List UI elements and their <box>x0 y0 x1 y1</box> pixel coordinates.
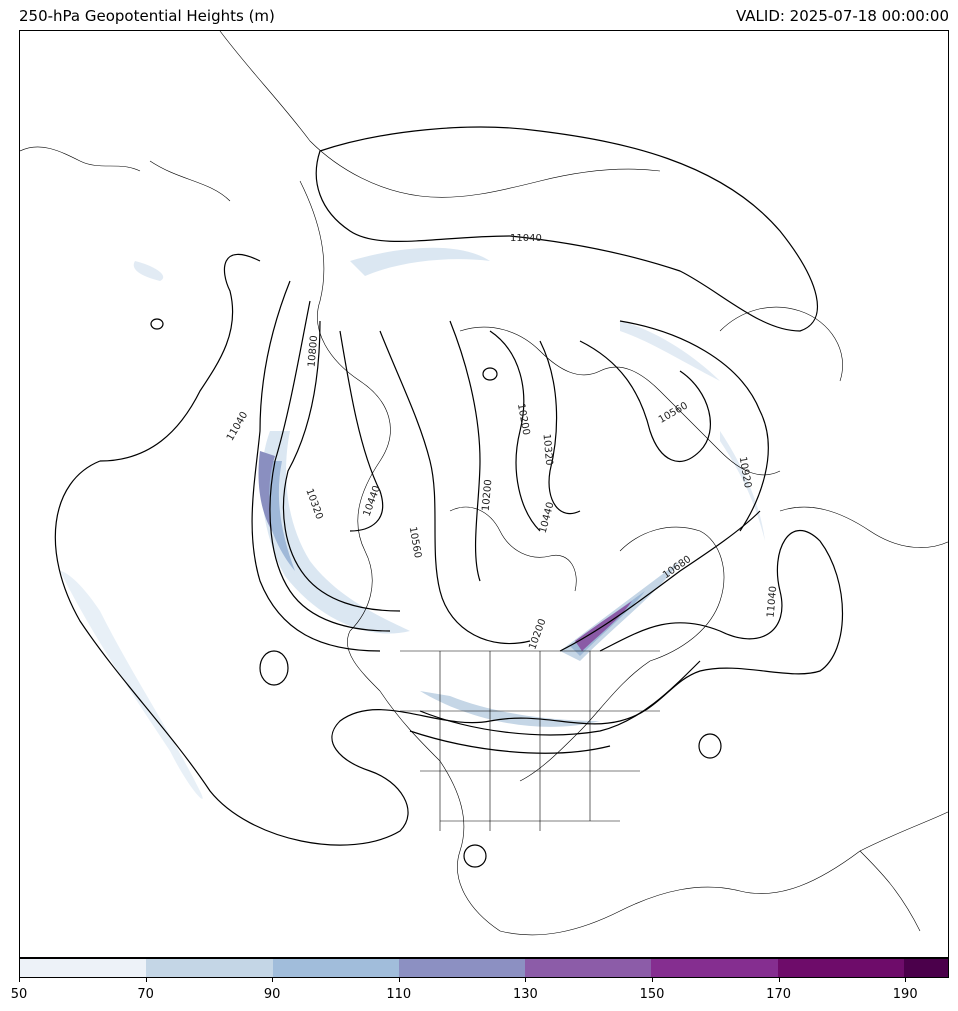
colorbar-tick-label: 70 <box>137 987 154 1002</box>
contour-label: 10200 <box>515 403 531 436</box>
colorbar-tick <box>905 978 907 982</box>
colorbar-tick <box>398 978 400 982</box>
colorbar-tick <box>19 978 20 982</box>
colorbar-tick <box>778 978 780 982</box>
contour-label: 10320 <box>303 487 324 521</box>
colorbar-tick-label: 150 <box>639 987 665 1002</box>
colorbar <box>19 958 949 978</box>
colorbar-segment <box>525 959 652 977</box>
colorbar-segment <box>146 959 273 977</box>
colorbar-segment <box>903 959 949 977</box>
colorbar-tick-label: 90 <box>263 987 281 1002</box>
contour-label: 11040 <box>510 233 542 244</box>
contour-label: 10680 <box>661 554 693 581</box>
contour-label: 10920 <box>737 456 753 489</box>
contour-label: 11040 <box>225 410 250 443</box>
contour-label: 10560 <box>407 526 423 559</box>
colorbar-ticks: 50 70 90 110 130 150 170 190 <box>11 978 949 1008</box>
map-canvas: 11040 10800 11040 10560 10320 10440 1056… <box>20 31 948 936</box>
map-title: 250-hPa Geopotential Heights (m) <box>19 7 275 25</box>
coastlines <box>20 31 948 936</box>
contour-label: 10800 <box>306 335 320 368</box>
map-panel: 11040 10800 11040 10560 10320 10440 1056… <box>19 30 949 958</box>
colorbar-tick <box>145 978 147 982</box>
colorbar-tick <box>525 978 527 982</box>
contour-label: 11040 <box>766 586 780 619</box>
colorbar-tick-label: 170 <box>766 987 792 1002</box>
colorbar-segment <box>20 959 147 977</box>
contour-label: 10200 <box>527 617 548 651</box>
colorbar-segment <box>272 959 399 977</box>
colorbar-segment <box>651 959 778 977</box>
colorbar-tick <box>652 978 653 982</box>
colorbar-segment <box>777 959 904 977</box>
colorbar-tick-label: 110 <box>386 987 412 1002</box>
colorbar-tick-label: 190 <box>892 987 918 1002</box>
valid-time: VALID: 2025-07-18 00:00:00 <box>735 7 949 25</box>
colorbar-tick-label: 50 <box>10 987 28 1002</box>
contour-label: 10320 <box>541 433 555 466</box>
contour-label: 10200 <box>481 479 495 512</box>
height-contours <box>54 126 843 868</box>
colorbar-tick <box>272 978 274 982</box>
colorbar-segment <box>398 959 526 977</box>
contour-label: 10440 <box>538 501 557 535</box>
colorbar-tick-label: 130 <box>512 987 538 1002</box>
